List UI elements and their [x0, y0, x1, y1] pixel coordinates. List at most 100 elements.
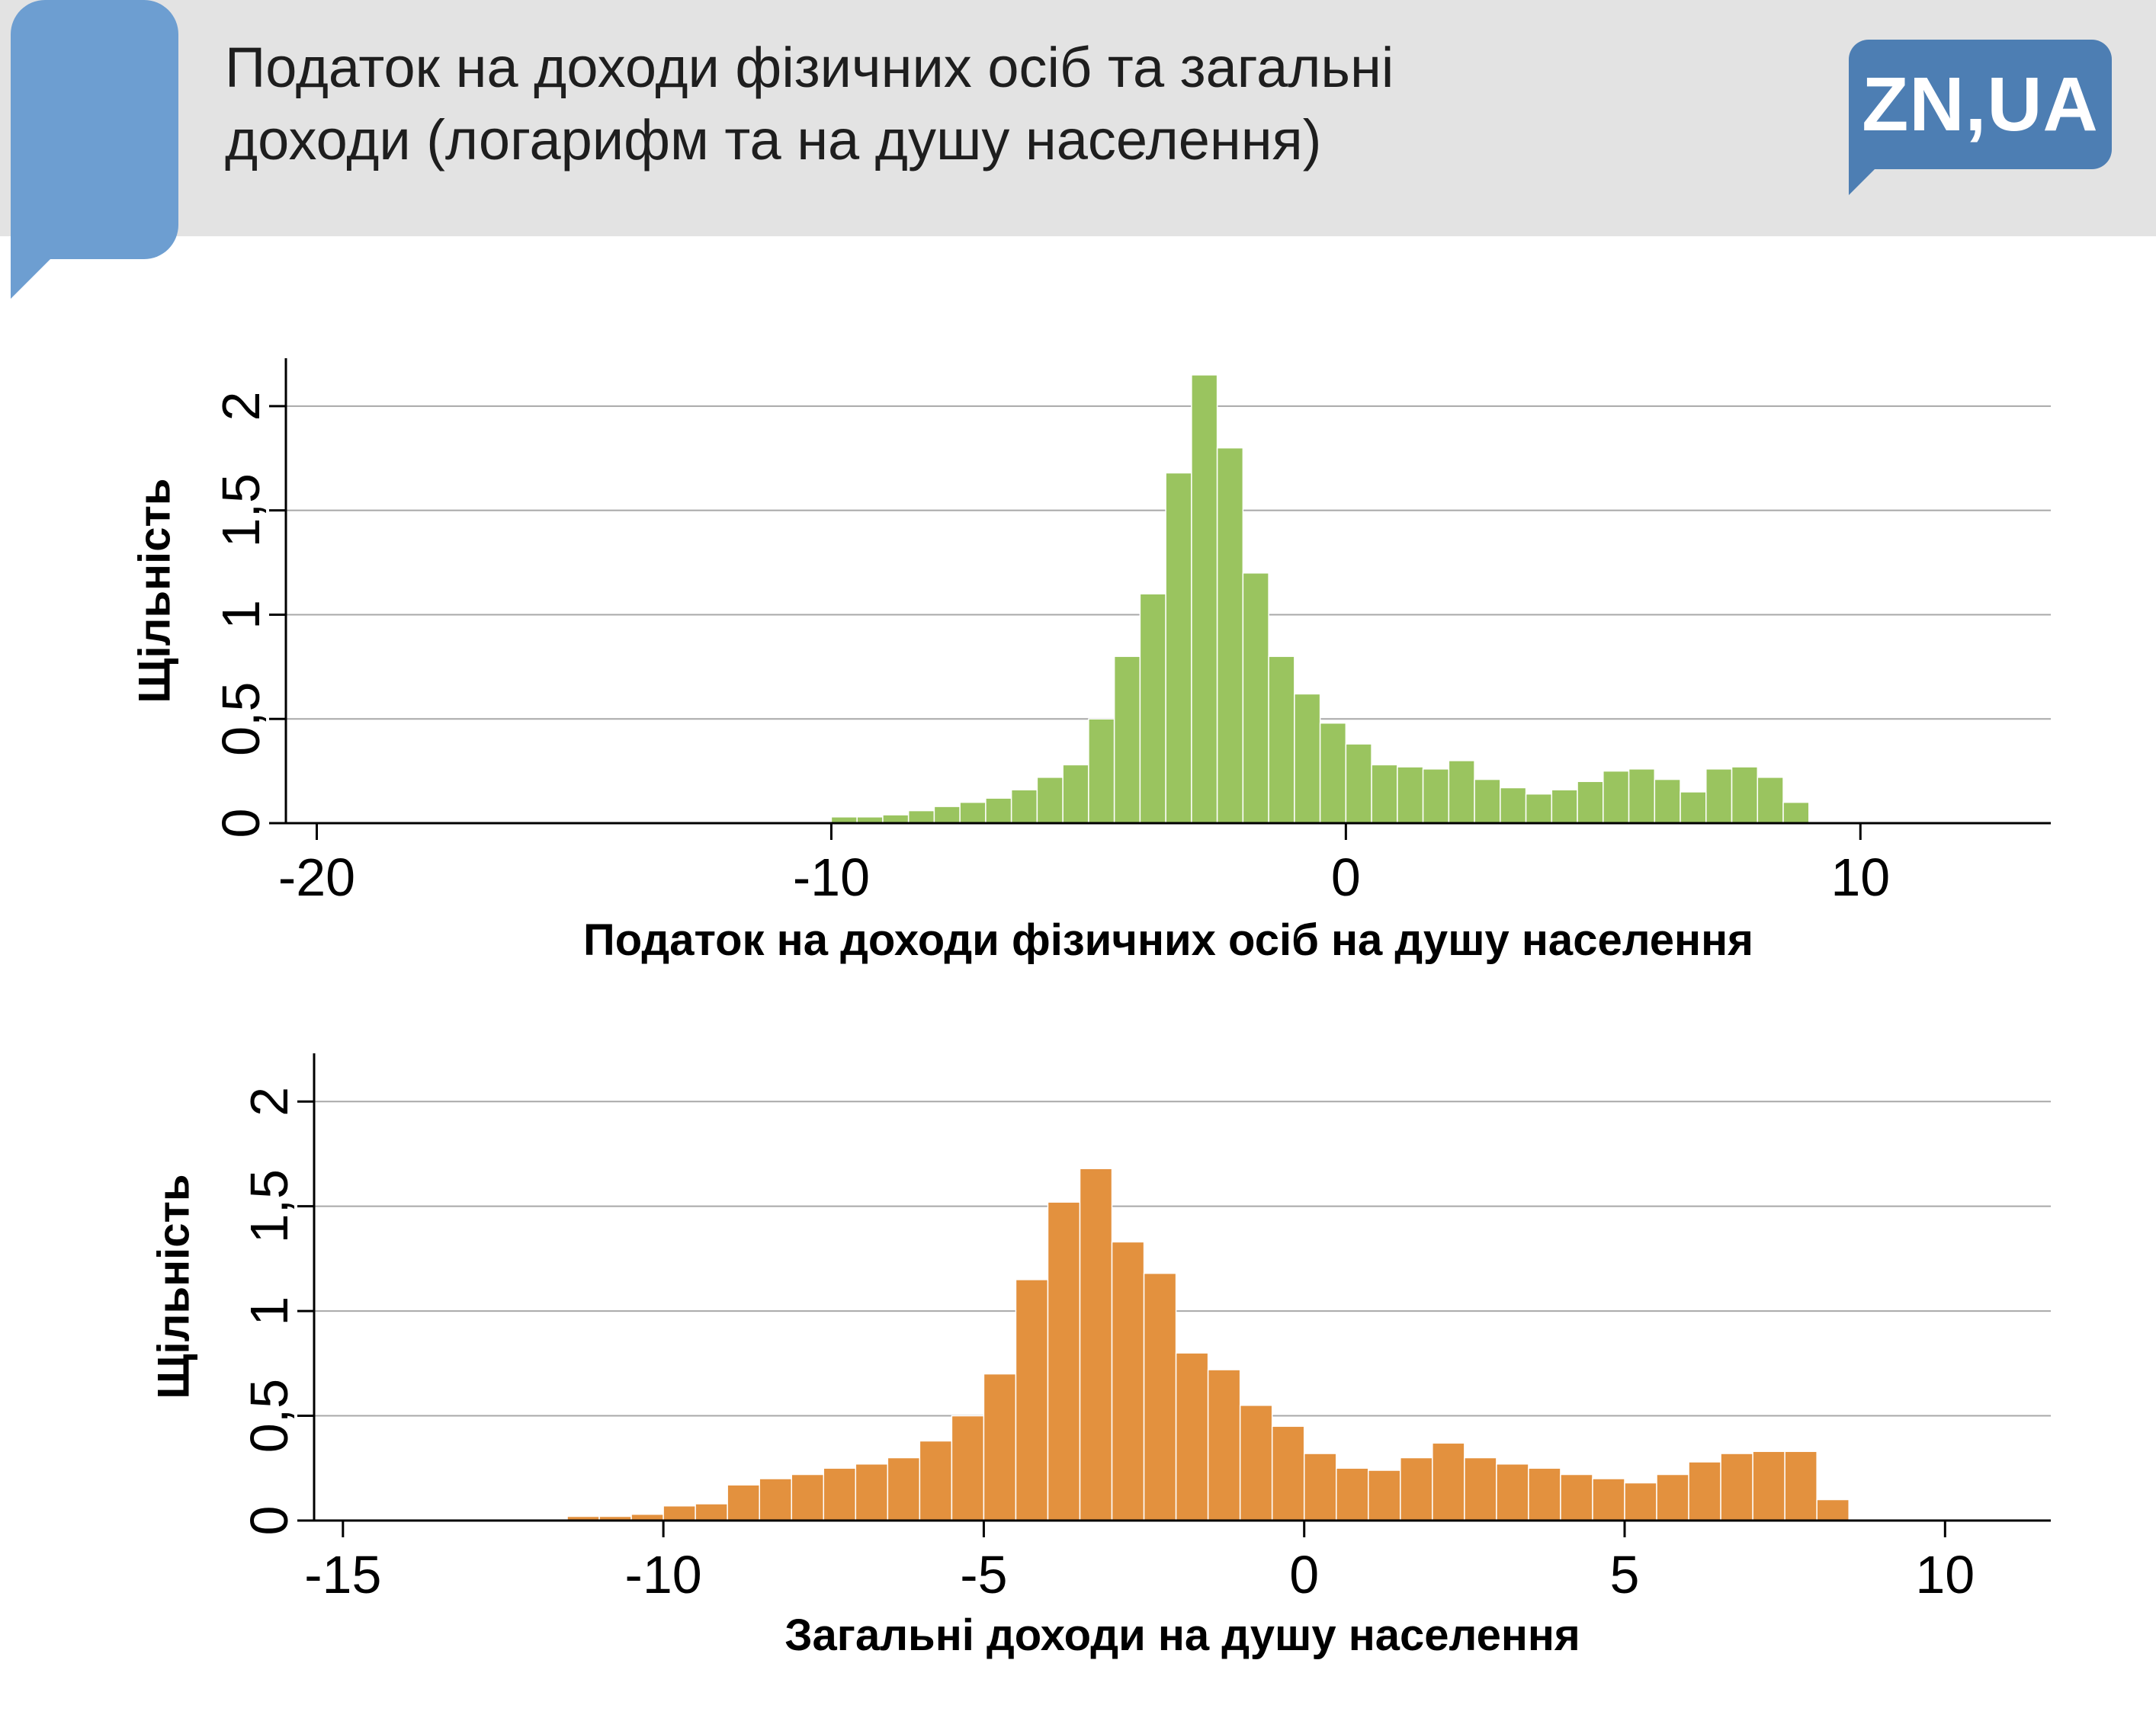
histogram-bar: [1628, 768, 1656, 824]
y-tick-label: 0,5: [239, 1379, 299, 1453]
histogram-bar: [1782, 801, 1810, 824]
histogram-bar: [1577, 780, 1604, 824]
histogram-bar: [1079, 1168, 1113, 1521]
histogram-bar: [1624, 1482, 1657, 1521]
histogram-bar: [1111, 1241, 1145, 1521]
histogram-bar: [985, 797, 1012, 824]
histogram-bar: [1139, 593, 1166, 824]
histogram-bar: [1752, 1450, 1785, 1521]
histogram-bar: [1654, 778, 1681, 824]
x-tick-label: -10: [793, 848, 870, 907]
y-tick-label: 2: [239, 1087, 299, 1117]
histogram-bar: [1319, 722, 1347, 824]
histogram-bar: [1720, 1453, 1753, 1521]
histogram-bar: [1268, 655, 1295, 824]
histogram-bar: [1464, 1457, 1497, 1521]
histogram-bar: [791, 1473, 825, 1521]
x-tick-label: -20: [278, 848, 355, 907]
x-tick-label: 10: [1915, 1545, 1975, 1604]
histogram-bar: [1656, 1473, 1689, 1521]
histogram-bar: [759, 1478, 792, 1521]
znua-logo-text: ZN,UA: [1862, 61, 2099, 147]
histogram-bar: [1047, 1201, 1081, 1521]
histogram-bar: [1432, 1442, 1465, 1521]
y-tick-label: 1: [239, 1296, 299, 1326]
histogram-bar: [1371, 764, 1398, 824]
histogram-bar: [1784, 1450, 1818, 1521]
y-tick-label: 0,5: [211, 682, 271, 756]
histogram-bar: [1496, 1463, 1529, 1521]
znua-logo: ZN,UA: [1849, 40, 2112, 195]
histogram-bar: [1303, 1453, 1337, 1521]
histogram-bar: [1113, 655, 1141, 824]
histogram-bar: [1592, 1478, 1625, 1521]
histogram-bar: [1448, 760, 1475, 824]
histogram-bar: [1143, 1272, 1177, 1521]
histogram-bar: [1015, 1279, 1049, 1521]
histogram-bar: [882, 814, 910, 824]
x-tick-label: 10: [1830, 848, 1890, 907]
histogram-bar: [695, 1503, 728, 1521]
histogram-plot-top: -20 -10 0 10 0 0,5 1 1,5 2: [211, 358, 2051, 907]
histogram-bar: [1368, 1469, 1401, 1521]
histogram-bar: [1500, 787, 1527, 824]
histogram-bar: [959, 801, 987, 824]
y-tick-label: 1: [211, 600, 271, 630]
histogram-bar: [1525, 793, 1553, 824]
histogram-bar: [663, 1505, 696, 1521]
histogram-bar: [1397, 766, 1424, 824]
histogram-bar: [1088, 718, 1115, 824]
histogram-bar: [1175, 1352, 1209, 1521]
page-title-line-2: доходи (логарифм та на душу населення): [225, 107, 1322, 171]
histogram-bar: [887, 1457, 921, 1521]
x-tick-label: -15: [304, 1545, 381, 1604]
histogram-bar: [1191, 374, 1218, 824]
x-tick-label: 0: [1331, 848, 1361, 907]
histogram-bar: [1603, 770, 1630, 824]
histogram-plot-bottom: -15 -10 -5 0 5 10 0 0,5 1 1,5 2: [239, 1053, 2051, 1604]
histogram-bar: [1216, 447, 1244, 824]
histogram-bar: [1731, 766, 1759, 824]
x-axis-title-top: Податок на доходи фізичних осіб на душу …: [583, 915, 1753, 965]
x-tick-label: 5: [1610, 1545, 1640, 1604]
histogram-bar: [919, 1440, 953, 1521]
histogram-bar: [1242, 572, 1269, 824]
histogram-bar: [1816, 1498, 1850, 1521]
histogram-bar: [983, 1373, 1017, 1521]
y-tick-label: 0: [239, 1506, 299, 1536]
histogram-bar: [1422, 768, 1450, 824]
histogram-bar: [1688, 1461, 1721, 1521]
histogram-bar: [1680, 791, 1707, 824]
histogram-bar: [1757, 777, 1784, 824]
x-tick-label: -5: [960, 1545, 1007, 1604]
histogram-bar: [1705, 768, 1733, 824]
histogram-bar: [1560, 1473, 1593, 1521]
histogram-bar: [933, 806, 961, 824]
histogram-bar: [1010, 789, 1038, 824]
y-tick-label: 1,5: [211, 473, 271, 547]
histogram-bar: [951, 1415, 985, 1521]
page-title: Податок на доходи фізичних осіб та загал…: [225, 32, 1734, 176]
histogram-bar: [1400, 1457, 1433, 1521]
histogram-bar: [1294, 693, 1321, 824]
x-axis-title-bottom: Загальні доходи на душу населення: [784, 1610, 1580, 1660]
histogram-bar: [823, 1467, 857, 1521]
histogram-bar: [1335, 1467, 1369, 1521]
x-tick-label: -10: [625, 1545, 702, 1604]
histogram-bar: [1474, 778, 1501, 824]
histogram-bar: [907, 809, 935, 824]
histogram-bar: [1345, 743, 1372, 824]
y-tick-label: 1,5: [239, 1169, 299, 1243]
histogram-bar: [1551, 789, 1578, 824]
accent-speech-bubble: [11, 0, 178, 299]
histogram-bar: [1528, 1467, 1561, 1521]
histogram-bar: [1271, 1425, 1305, 1521]
histogram-bar: [1239, 1405, 1273, 1521]
page-title-line-1: Податок на доходи фізичних осіб та загал…: [225, 36, 1394, 99]
header-band: [0, 0, 2156, 236]
y-tick-label: 0: [211, 809, 271, 838]
histogram-bar: [727, 1484, 760, 1521]
histogram-bar: [855, 1463, 889, 1521]
histogram-bar: [1062, 764, 1089, 824]
